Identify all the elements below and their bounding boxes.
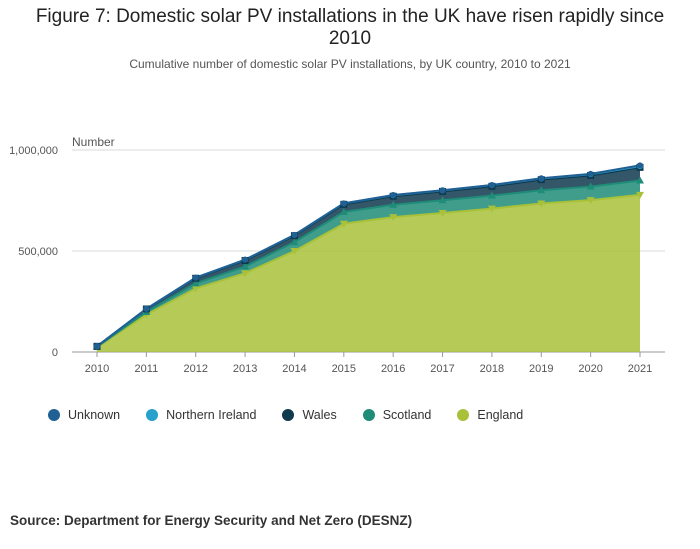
- marker-england: [438, 210, 447, 218]
- y-tick-label: 1,000,000: [9, 145, 58, 157]
- marker-unknown: [637, 162, 643, 169]
- legend-item-northern-ireland[interactable]: Northern Ireland: [146, 408, 256, 422]
- marker-scotland: [191, 279, 200, 287]
- marker-scotland: [339, 208, 348, 216]
- marker-england: [191, 285, 200, 293]
- area-chart: 0 500,000 1,000,000 Number 2010 2011 2012 2013 2…: [9, 135, 665, 375]
- marker-unknown: [340, 200, 347, 207]
- line-unknown: [96, 164, 641, 348]
- legend-label: Wales: [302, 408, 337, 422]
- y-tick-label: 0: [52, 347, 58, 359]
- legend-swatch-northern-ireland: [146, 409, 159, 421]
- marker-scotland: [290, 238, 299, 246]
- marker-england: [290, 248, 299, 255]
- chart-legend: Unknown Northern Ireland Wales Scotland Engl…: [48, 408, 549, 422]
- source-note: Source: Department for Energy Security a…: [10, 513, 413, 528]
- legend-swatch-england: [457, 409, 470, 421]
- marker-scotland: [586, 182, 595, 190]
- area-england: [97, 194, 640, 352]
- x-tick-label: 2019: [529, 363, 553, 375]
- marker-scotland: [241, 262, 250, 270]
- legend-label: England: [477, 408, 524, 422]
- area-wales: [97, 167, 640, 347]
- chart-subtitle: Cumulative number of domestic solar PV i…: [129, 57, 571, 71]
- line-england: [96, 193, 641, 348]
- y-axis-label: Number: [72, 135, 115, 149]
- chart-title: Figure 7: Domestic solar PV installation…: [0, 6, 700, 50]
- legend-item-unknown[interactable]: Unknown: [48, 408, 120, 422]
- legend-item-scotland[interactable]: Scotland: [362, 408, 432, 422]
- legend-label: Northern Ireland: [166, 408, 257, 422]
- x-tick-label: 2021: [628, 363, 652, 375]
- marker-unknown: [488, 181, 495, 188]
- marker-unknown: [538, 175, 545, 182]
- marker-england: [389, 214, 398, 222]
- y-tick-label: 500,000: [18, 246, 58, 258]
- legend-label: Unknown: [68, 408, 121, 422]
- x-tick-label: 2010: [85, 363, 109, 375]
- marker-unknown: [192, 274, 199, 281]
- marker-scotland: [636, 176, 644, 184]
- x-tick-label: 2013: [233, 363, 257, 375]
- line-scotland: [96, 179, 641, 348]
- marker-unknown: [291, 231, 298, 238]
- x-tick-label: 2012: [183, 363, 207, 375]
- marker-unknown: [143, 305, 150, 312]
- area-scotland: [97, 180, 640, 348]
- marker-scotland: [389, 200, 398, 208]
- marker-unknown: [390, 192, 397, 199]
- x-tick-label: 2011: [135, 363, 159, 375]
- x-tick-label: 2015: [332, 363, 356, 375]
- legend-item-wales[interactable]: Wales: [282, 408, 337, 422]
- marker-unknown: [439, 187, 446, 194]
- chart-title-line-1: Figure 7: Domestic solar PV installation…: [35, 6, 665, 27]
- marker-england: [487, 205, 496, 213]
- marker-scotland: [438, 196, 447, 204]
- x-tick-label: 2017: [430, 363, 454, 375]
- marker-england: [241, 270, 250, 278]
- legend-item-england[interactable]: England: [457, 408, 523, 422]
- marker-england: [636, 191, 644, 199]
- marker-scotland: [537, 186, 546, 194]
- x-tick-label: 2018: [480, 363, 504, 375]
- legend-swatch-unknown: [48, 409, 60, 421]
- marker-unknown: [587, 170, 594, 177]
- marker-england: [586, 197, 595, 205]
- marker-england: [537, 200, 546, 208]
- legend-swatch-scotland: [362, 409, 375, 421]
- legend-swatch-wales: [282, 409, 295, 421]
- legend-label: Scotland: [382, 408, 432, 422]
- x-tick-label: 2020: [578, 363, 602, 375]
- x-tick-label: 2016: [381, 363, 405, 375]
- marker-unknown: [242, 256, 249, 263]
- marker-scotland: [487, 191, 496, 199]
- marker-england: [339, 220, 348, 228]
- chart-title-line-2: 2010: [328, 28, 372, 49]
- marker-unknown: [94, 343, 100, 350]
- x-tick-label: 2014: [282, 363, 306, 375]
